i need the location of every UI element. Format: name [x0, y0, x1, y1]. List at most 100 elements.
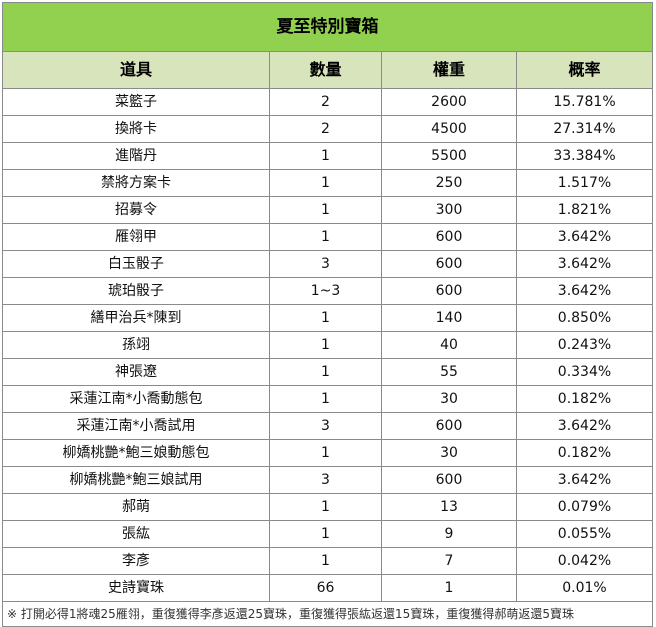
cell-probability: 0.243% [516, 331, 653, 359]
cell-weight: 40 [381, 331, 517, 359]
cell-weight: 250 [381, 169, 517, 197]
table-row: 采蓮江南*小喬動態包 1 30 0.182% [2, 385, 653, 413]
cell-weight: 55 [381, 358, 517, 386]
cell-weight: 600 [381, 250, 517, 278]
cell-item: 琥珀骰子 [2, 277, 270, 305]
footnote: ※ 打開必得1將魂25雁翎，重復獲得李彥返還25寶珠，重復獲得張紘返還15寶珠，… [2, 601, 653, 627]
cell-weight: 1 [381, 574, 517, 602]
cell-item: 柳嬌桃艷*鮑三娘動態包 [2, 439, 270, 467]
table-row: 換將卡 2 4500 27.314% [2, 115, 653, 143]
cell-item: 史詩寶珠 [2, 574, 270, 602]
cell-quantity: 1 [269, 169, 382, 197]
cell-weight: 30 [381, 439, 517, 467]
cell-quantity: 2 [269, 88, 382, 116]
cell-weight: 7 [381, 547, 517, 575]
cell-probability: 15.781% [516, 88, 653, 116]
table-row: 菜籃子 2 2600 15.781% [2, 88, 653, 116]
cell-probability: 0.182% [516, 439, 653, 467]
table-row: 神張遼 1 55 0.334% [2, 358, 653, 386]
cell-weight: 5500 [381, 142, 517, 170]
cell-item: 柳嬌桃艷*鮑三娘試用 [2, 466, 270, 494]
cell-probability: 3.642% [516, 466, 653, 494]
table-row: 張紘 1 9 0.055% [2, 520, 653, 548]
table-body: 菜籃子 2 2600 15.781% 換將卡 2 4500 27.314% 進階丹 1 5500 33… [2, 88, 653, 602]
cell-weight: 30 [381, 385, 517, 413]
cell-probability: 3.642% [516, 412, 653, 440]
table-row: 禁將方案卡 1 250 1.517% [2, 169, 653, 197]
note-row: ※ 打開必得1將魂25雁翎，重復獲得李彥返還25寶珠，重復獲得張紘返還15寶珠，… [2, 601, 653, 627]
table-row: 雁翎甲 1 600 3.642% [2, 223, 653, 251]
cell-probability: 3.642% [516, 223, 653, 251]
table-row: 孫翊 1 40 0.243% [2, 331, 653, 359]
cell-probability: 1.821% [516, 196, 653, 224]
cell-probability: 0.055% [516, 520, 653, 548]
cell-weight: 600 [381, 412, 517, 440]
cell-probability: 33.384% [516, 142, 653, 170]
cell-probability: 3.642% [516, 250, 653, 278]
cell-weight: 9 [381, 520, 517, 548]
cell-probability: 0.042% [516, 547, 653, 575]
cell-item: 張紘 [2, 520, 270, 548]
cell-weight: 4500 [381, 115, 517, 143]
cell-quantity: 1 [269, 439, 382, 467]
cell-probability: 27.314% [516, 115, 653, 143]
table-row: 招募令 1 300 1.821% [2, 196, 653, 224]
cell-quantity: 3 [269, 250, 382, 278]
cell-probability: 0.01% [516, 574, 653, 602]
cell-quantity: 1 [269, 385, 382, 413]
cell-quantity: 1 [269, 196, 382, 224]
cell-item: 采蓮江南*小喬試用 [2, 412, 270, 440]
cell-probability: 1.517% [516, 169, 653, 197]
cell-probability: 3.642% [516, 277, 653, 305]
cell-quantity: 1 [269, 547, 382, 575]
table-row: 柳嬌桃艷*鮑三娘動態包 1 30 0.182% [2, 439, 653, 467]
cell-item: 雁翎甲 [2, 223, 270, 251]
cell-quantity: 3 [269, 466, 382, 494]
header-quantity: 數量 [269, 51, 382, 89]
cell-quantity: 3 [269, 412, 382, 440]
header-row: 道具 數量 權重 概率 [2, 51, 653, 89]
cell-quantity: 1 [269, 493, 382, 521]
cell-quantity: 1 [269, 142, 382, 170]
cell-weight: 600 [381, 466, 517, 494]
table-row: 琥珀骰子 1~3 600 3.642% [2, 277, 653, 305]
table-row: 白玉骰子 3 600 3.642% [2, 250, 653, 278]
cell-probability: 0.182% [516, 385, 653, 413]
cell-item: 進階丹 [2, 142, 270, 170]
cell-weight: 140 [381, 304, 517, 332]
table-row: 繕甲治兵*陳到 1 140 0.850% [2, 304, 653, 332]
cell-quantity: 1 [269, 358, 382, 386]
cell-item: 神張遼 [2, 358, 270, 386]
cell-probability: 0.079% [516, 493, 653, 521]
cell-item: 菜籃子 [2, 88, 270, 116]
cell-quantity: 66 [269, 574, 382, 602]
cell-item: 繕甲治兵*陳到 [2, 304, 270, 332]
cell-item: 李彥 [2, 547, 270, 575]
table-row: 史詩寶珠 66 1 0.01% [2, 574, 653, 602]
cell-item: 郝萌 [2, 493, 270, 521]
table-row: 采蓮江南*小喬試用 3 600 3.642% [2, 412, 653, 440]
header-probability: 概率 [516, 51, 653, 89]
cell-item: 白玉骰子 [2, 250, 270, 278]
cell-item: 換將卡 [2, 115, 270, 143]
cell-item: 招募令 [2, 196, 270, 224]
cell-item: 采蓮江南*小喬動態包 [2, 385, 270, 413]
cell-quantity: 1~3 [269, 277, 382, 305]
cell-weight: 600 [381, 223, 517, 251]
cell-weight: 2600 [381, 88, 517, 116]
title-row: 夏至特別寶箱 [2, 2, 653, 52]
table-row: 李彥 1 7 0.042% [2, 547, 653, 575]
table-row: 進階丹 1 5500 33.384% [2, 142, 653, 170]
cell-item: 孫翊 [2, 331, 270, 359]
table-title: 夏至特別寶箱 [2, 2, 653, 52]
cell-probability: 0.850% [516, 304, 653, 332]
table-row: 柳嬌桃艷*鮑三娘試用 3 600 3.642% [2, 466, 653, 494]
cell-weight: 600 [381, 277, 517, 305]
cell-quantity: 1 [269, 223, 382, 251]
header-weight: 權重 [381, 51, 517, 89]
cell-item: 禁將方案卡 [2, 169, 270, 197]
cell-probability: 0.334% [516, 358, 653, 386]
cell-quantity: 1 [269, 304, 382, 332]
